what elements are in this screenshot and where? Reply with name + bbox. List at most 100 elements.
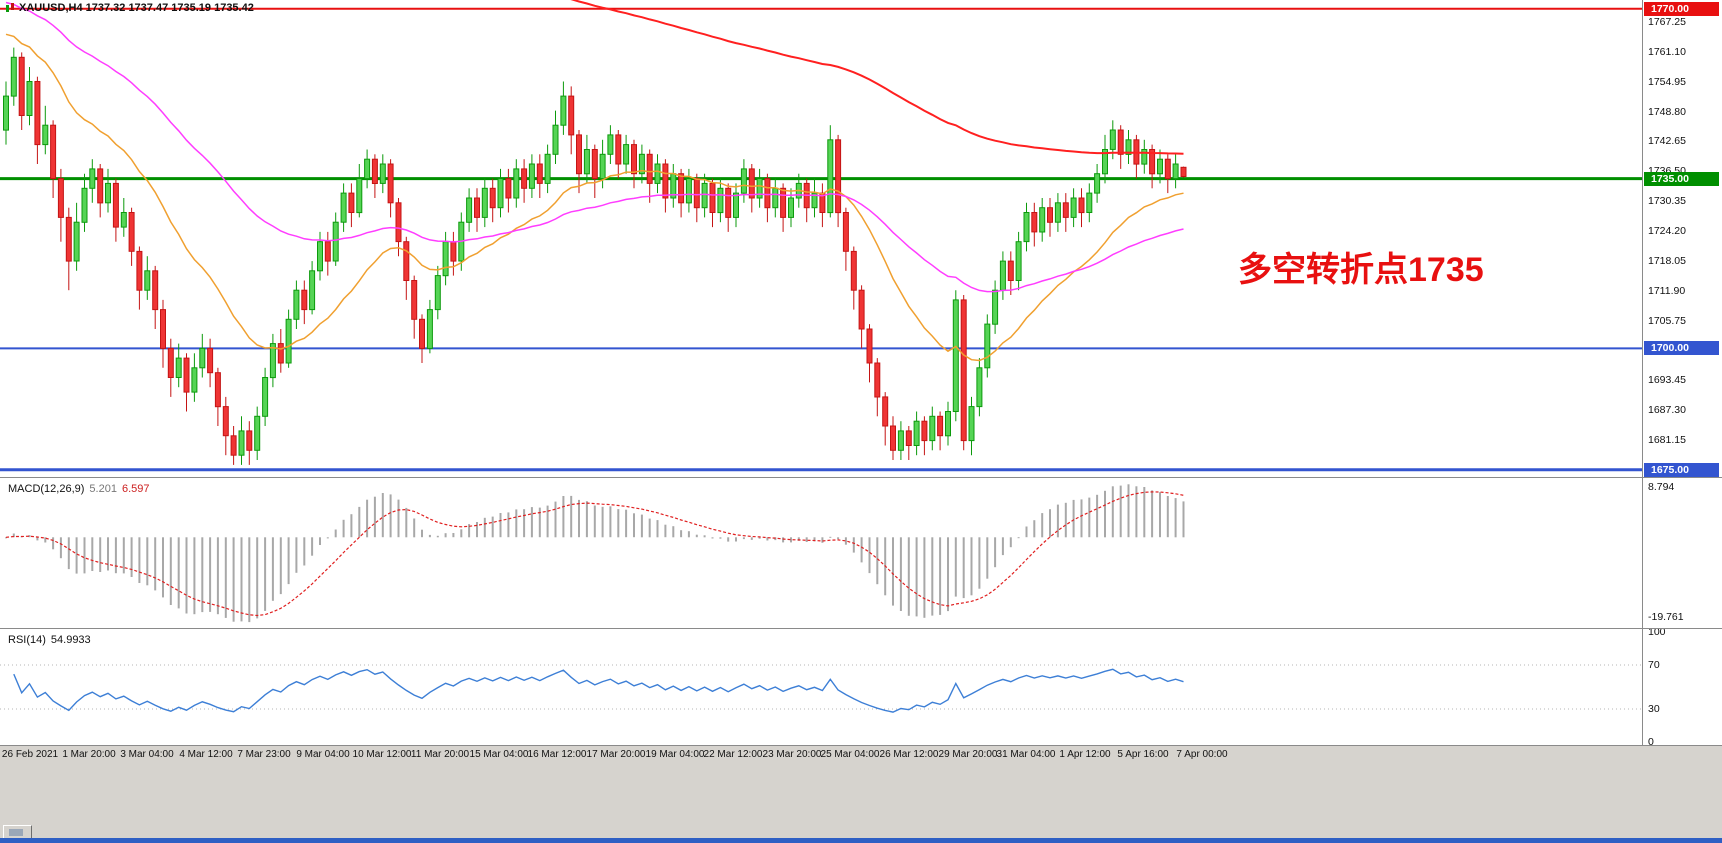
macd-histogram-bar [876,537,879,585]
time-axis[interactable]: 26 Feb 2021 1 Mar 20:00 3 Mar 04:00 4 Mar 1… [0,747,1642,767]
candle-body [945,411,951,437]
macd-histogram-bar [727,537,730,542]
macd-histogram-bar [499,513,502,538]
candle-body [481,187,488,218]
candle-body [929,415,936,442]
macd-histogram-bar [899,537,902,611]
macd-histogram-bar [28,535,31,538]
macd-indicator-panel[interactable] [0,478,1642,628]
price-axis[interactable]: 1767.25 1761.10 1754.95 1748.80 1742.65 1736.… [1642,0,1722,748]
price-axis-label: 1681.15 [1648,434,1686,446]
candle-body [788,197,794,218]
candlestick-chart-panel[interactable] [0,0,1642,477]
macd-main-value: 5.201 [89,483,117,495]
candle-body [882,396,889,427]
macd-histogram-bar [687,531,690,538]
candle-body [1047,207,1053,223]
candle-body [332,221,339,262]
candle-body [976,367,983,408]
macd-histogram-bar [421,529,423,538]
time-axis-label: 4 Mar 12:00 [179,749,233,760]
macd-histogram-bar [672,526,675,538]
macd-histogram-bar [766,537,769,541]
candle-body [1125,139,1132,155]
panel-separator[interactable] [0,628,1722,629]
macd-histogram-bar [224,537,227,618]
rsi-label-group: RSI(14) 54.9933 [8,634,91,646]
candle-body [748,168,755,199]
candle-body [379,163,386,184]
macd-histogram-bar [962,537,965,599]
rsi-indicator-panel[interactable] [0,629,1642,745]
candle-body [1109,129,1116,150]
candle-body [1149,149,1156,175]
symbol-ohlc-text: XAUUSD,H4 1737.32 1737.47 1735.19 1735.4… [19,2,254,14]
candle-body [521,168,528,189]
candle-body [183,357,190,393]
macd-histogram-bar [570,495,573,538]
rsi-line [13,668,1184,713]
macd-histogram-bar [609,506,612,538]
macd-histogram-bar [1127,484,1130,538]
macd-histogram-bar [994,537,997,568]
candle-body [960,299,967,442]
taskbar-edge [0,838,1722,843]
candle-body [505,178,512,199]
candle-body [42,124,49,146]
macd-histogram-bar [939,537,942,615]
macd-histogram-bar [648,518,651,538]
time-axis-label: 29 Mar 20:00 [938,749,998,760]
candle-body [599,153,606,180]
macd-histogram-bar [625,509,628,538]
candle-body [285,318,292,364]
annotation-text[interactable]: 多空转折点1735 [1238,251,1484,289]
macd-histogram-bar [554,501,557,538]
candle-body [536,163,543,184]
macd-histogram-bar [585,501,588,538]
macd-histogram-bar [264,537,267,611]
time-axis-label: 1 Mar 20:00 [62,749,116,760]
macd-histogram-bar [1041,513,1044,538]
candle-body [262,377,269,417]
candle-body [568,95,575,136]
candle-body [10,56,17,97]
candle-body [160,309,166,349]
time-axis-label: 11 Mar 20:00 [410,749,470,760]
macd-histogram-bar [491,516,494,538]
price-axis-label: 1748.80 [1648,106,1686,118]
rsi-axis-label: 100 [1648,626,1666,638]
time-axis-label: 26 Feb 2021 [1,749,59,760]
macd-histogram-bar [342,519,345,538]
macd-histogram-bar [931,537,934,616]
ma-mid-magenta [5,1,1184,293]
time-axis-label: 5 Apr 16:00 [1117,749,1169,760]
macd-histogram-bar [680,530,683,538]
candle-body [214,372,221,408]
candle-body [301,289,308,311]
macd-histogram-bar [381,493,384,538]
candle-body [654,163,661,184]
candle-body [952,299,959,412]
chart-icon [6,3,14,12]
macd-histogram-bar [436,535,439,538]
candle-body [1172,163,1179,180]
candle-body [701,182,708,209]
candle-body [638,153,645,175]
macd-histogram-bar [476,522,478,538]
time-axis-label: 31 Mar 04:00 [996,749,1056,760]
panel-separator[interactable] [0,477,1722,478]
candle-body [685,178,692,204]
candle-body [693,178,700,209]
candle-body [254,415,261,451]
candle-body [434,275,441,311]
candle-body [717,187,724,214]
macd-histogram-bar [216,537,219,615]
candle-body [466,197,473,223]
candle-body [513,168,520,199]
candle-body [623,144,630,165]
macd-histogram-bar [790,537,792,543]
candle-body [897,430,904,451]
macd-histogram-bar [99,537,102,572]
macd-histogram-bar [319,537,321,545]
macd-histogram-bar [546,505,549,538]
